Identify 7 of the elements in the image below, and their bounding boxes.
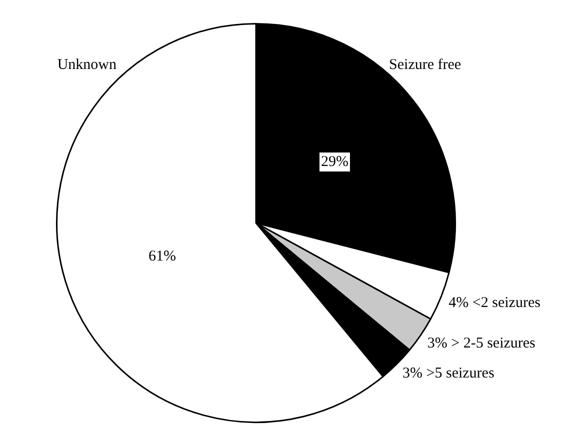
data-label: 61% [148,248,176,265]
data-label: 29% [320,154,348,170]
slice-label: Seizure free [389,57,462,74]
slice-label: 3% >5 seizures [402,365,494,382]
slice-label: Unknown [57,57,118,74]
slice-label: 3% > 2-5 seizures [427,335,536,352]
slice-label: 4% <2 seizures [448,295,541,312]
